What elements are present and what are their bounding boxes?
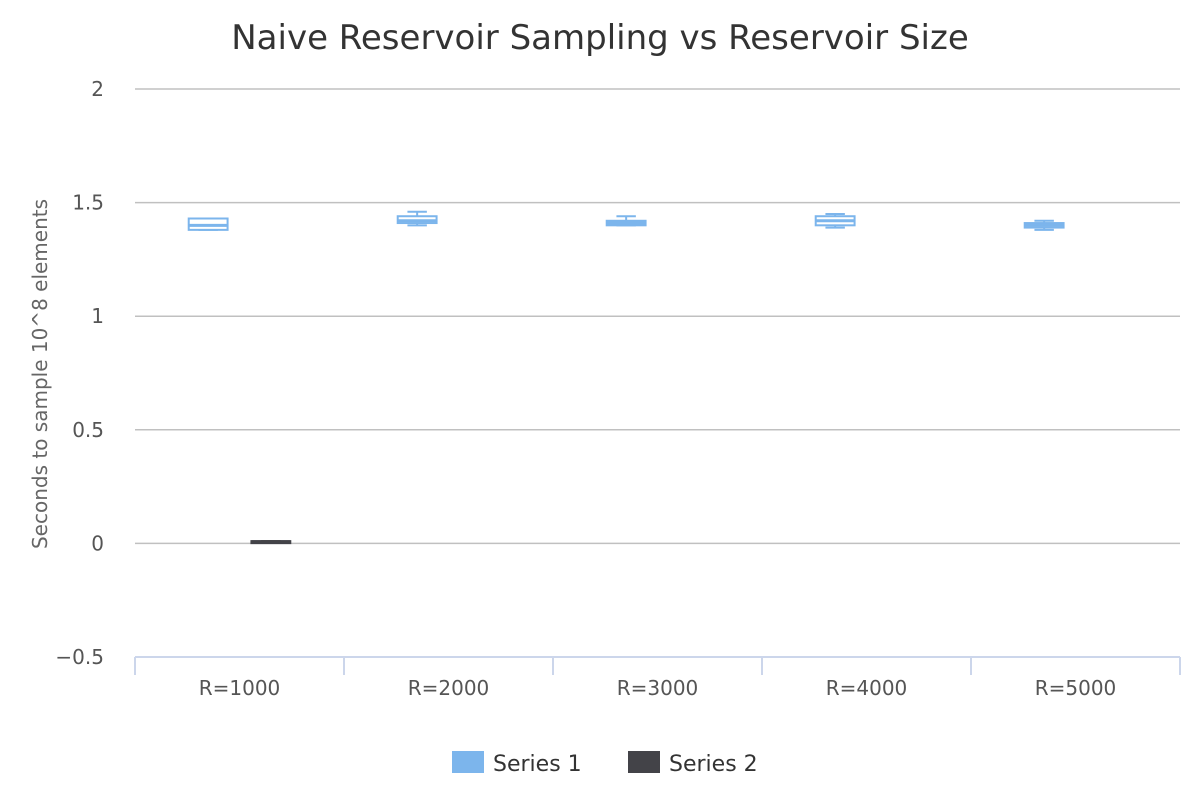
- y-tick-label: 1.5: [72, 191, 104, 215]
- grid: [135, 88, 1180, 545]
- legend-label: Series 2: [669, 752, 758, 777]
- y-tick-label: 0.5: [72, 418, 104, 442]
- y-axis: 2 1.5 1 0.5 0 −0.5: [55, 77, 104, 669]
- x-tick-label: R=4000: [826, 676, 908, 700]
- box-series-1-r-2000[interactable]: [396, 210, 438, 227]
- y-tick-label: 2: [91, 77, 104, 101]
- chart-title: Naive Reservoir Sampling vs Reservoir Si…: [231, 18, 969, 58]
- plot-area: [187, 210, 1065, 545]
- legend-item-series-1[interactable]: Series 1: [452, 751, 582, 777]
- legend[interactable]: Series 1 Series 2: [452, 751, 758, 777]
- legend-label: Series 1: [493, 752, 582, 777]
- y-tick-label: −0.5: [55, 645, 104, 669]
- y-axis-title: Seconds to sample 10^8 elements: [28, 199, 52, 549]
- box-series-1-r-3000[interactable]: [605, 215, 647, 227]
- box-series-2-r-1000[interactable]: [250, 540, 292, 545]
- x-tick-label: R=3000: [617, 676, 699, 700]
- legend-swatch: [452, 751, 484, 773]
- box-series-1-r-1000[interactable]: [187, 217, 229, 231]
- box-series-1-r-4000[interactable]: [814, 212, 856, 229]
- legend-item-series-2[interactable]: Series 2: [628, 751, 758, 777]
- box-series-1-r-5000[interactable]: [1023, 219, 1065, 231]
- x-tick-label: R=1000: [199, 676, 281, 700]
- x-tick-label: R=2000: [408, 676, 490, 700]
- x-axis: R=1000 R=2000 R=3000 R=4000 R=5000: [134, 656, 1181, 700]
- y-tick-label: 0: [91, 531, 104, 555]
- y-tick-label: 1: [91, 304, 104, 328]
- legend-swatch: [628, 751, 660, 773]
- x-tick-label: R=5000: [1035, 676, 1117, 700]
